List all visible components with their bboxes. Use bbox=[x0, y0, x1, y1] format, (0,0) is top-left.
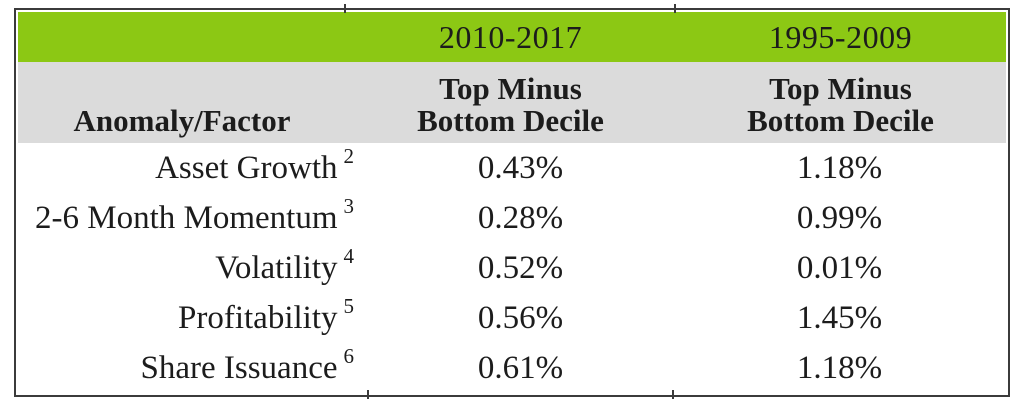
factor-name: Share Issuance bbox=[140, 349, 338, 386]
value-1995-2009: 1.45% bbox=[796, 299, 883, 336]
value-1995-2009: 1.18% bbox=[796, 349, 883, 386]
subheader-cell-top-minus-bottom-decile-2: Top Minus Bottom Decile bbox=[675, 62, 1006, 143]
row-label: 2-6 Month Momentum 3 bbox=[18, 193, 368, 243]
factor-name: Asset Growth bbox=[155, 149, 338, 186]
subheader-cell-top-minus-bottom-decile-1: Top Minus Bottom Decile bbox=[346, 62, 675, 143]
row-label: Share Issuance 6 bbox=[18, 343, 368, 393]
subheader-cell-anomaly-factor: Anomaly/Factor bbox=[18, 62, 346, 143]
value-2010-2017: 0.56% bbox=[477, 299, 564, 336]
footnote-superscript: 6 bbox=[343, 343, 355, 368]
subheader-line2: Bottom Decile bbox=[417, 102, 604, 138]
table-row-2-6-month-momentum: 2-6 Month Momentum 3 0.28% 0.99% bbox=[18, 193, 1006, 243]
factor-name: Profitability bbox=[178, 299, 338, 336]
column-boundary-tick bbox=[367, 390, 369, 399]
row-label: Profitability 5 bbox=[18, 293, 368, 343]
footnote-superscript: 3 bbox=[343, 193, 355, 218]
header-cell-period-2010-2017: 2010-2017 bbox=[438, 18, 583, 55]
table-header-row-periods: 2010-2017 1995-2009 bbox=[18, 12, 1006, 62]
column-boundary-tick bbox=[344, 4, 346, 13]
subheader-line1: Top Minus bbox=[769, 70, 912, 106]
subheader-line2: Bottom Decile bbox=[747, 102, 934, 138]
table-subheader-row: Anomaly/Factor Top Minus Bottom Decile T… bbox=[18, 62, 1006, 143]
value-1995-2009: 1.18% bbox=[796, 149, 883, 186]
table-row-volatility: Volatility 4 0.52% 0.01% bbox=[18, 243, 1006, 293]
value-2010-2017: 0.43% bbox=[477, 149, 564, 186]
table-row-profitability: Profitability 5 0.56% 1.45% bbox=[18, 293, 1006, 343]
anomaly-factor-table: 2010-2017 1995-2009 Anomaly/Factor Top M… bbox=[14, 8, 1010, 397]
anomaly-factor-label: Anomaly/Factor bbox=[73, 102, 291, 138]
header-cell-empty bbox=[18, 12, 346, 62]
table-row-share-issuance: Share Issuance 6 0.61% 1.18% bbox=[18, 343, 1006, 393]
header-cell-period-1995-2009: 1995-2009 bbox=[768, 18, 913, 55]
column-boundary-tick bbox=[672, 390, 674, 399]
value-2010-2017: 0.52% bbox=[477, 249, 564, 286]
column-boundary-tick bbox=[674, 4, 676, 13]
row-label: Volatility 4 bbox=[18, 243, 368, 293]
value-2010-2017: 0.61% bbox=[477, 349, 564, 386]
factor-name: Volatility bbox=[215, 249, 338, 286]
footnote-superscript: 4 bbox=[343, 243, 355, 268]
table-row-asset-growth: Asset Growth 2 0.43% 1.18% bbox=[18, 143, 1006, 193]
value-1995-2009: 0.01% bbox=[796, 249, 883, 286]
subheader-line1: Top Minus bbox=[439, 70, 582, 106]
value-1995-2009: 0.99% bbox=[796, 199, 883, 236]
footnote-superscript: 5 bbox=[343, 293, 355, 318]
footnote-superscript: 2 bbox=[343, 143, 355, 168]
row-label: Asset Growth 2 bbox=[18, 143, 368, 193]
factor-name: 2-6 Month Momentum bbox=[35, 199, 338, 236]
value-2010-2017: 0.28% bbox=[477, 199, 564, 236]
